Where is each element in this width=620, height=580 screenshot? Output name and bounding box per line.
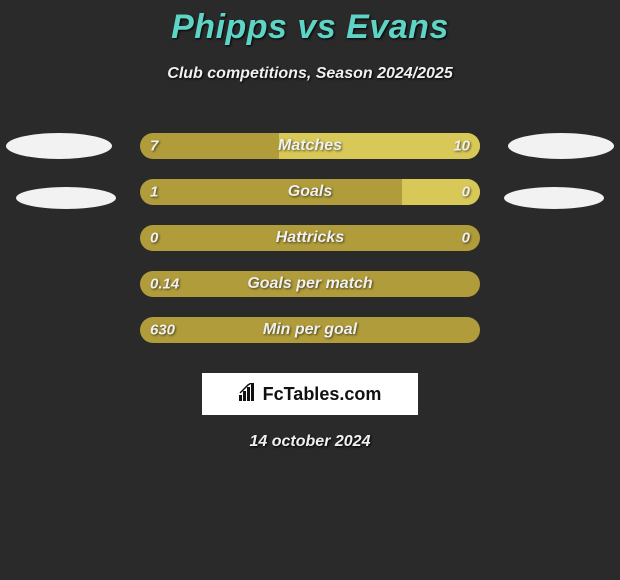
page-title: Phipps vs Evans: [0, 0, 620, 47]
player-left-badge: [6, 133, 112, 159]
stat-row-hattricks: 0 Hattricks 0: [0, 215, 620, 261]
source-logo[interactable]: FcTables.com: [202, 373, 418, 415]
stat-bar-hattricks: 0 Hattricks 0: [140, 225, 480, 251]
stat-bar-goals: 1 Goals 0: [140, 179, 480, 205]
stat-row-matches: 7 Matches 10: [0, 123, 620, 169]
stat-row-gpm: 0.14 Goals per match: [0, 261, 620, 307]
player-right-badge: [508, 133, 614, 159]
bar-chart-icon: [239, 383, 259, 406]
stat-label: Goals: [140, 183, 480, 201]
stat-bar-gpm: 0.14 Goals per match: [140, 271, 480, 297]
stat-bar-mpg: 630 Min per goal: [140, 317, 480, 343]
infographic-container: Phipps vs Evans Club competitions, Seaso…: [0, 0, 620, 451]
player-right-badge: [504, 187, 604, 209]
logo-text-wrap: FcTables.com: [239, 383, 382, 406]
stat-label: Hattricks: [140, 229, 480, 247]
stat-label: Min per goal: [140, 321, 480, 339]
comparison-chart: 7 Matches 10 1 Goals 0 0 Hattricks 0: [0, 123, 620, 353]
player-left-badge: [16, 187, 116, 209]
stat-row-mpg: 630 Min per goal: [0, 307, 620, 353]
date-label: 14 october 2024: [0, 433, 620, 451]
stat-label: Goals per match: [140, 275, 480, 293]
stat-right-value: 0: [462, 184, 470, 201]
logo-label: FcTables.com: [263, 384, 382, 405]
stat-right-value: 10: [453, 138, 470, 155]
stat-bar-matches: 7 Matches 10: [140, 133, 480, 159]
stat-right-value: 0: [462, 230, 470, 247]
page-subtitle: Club competitions, Season 2024/2025: [0, 65, 620, 83]
stat-label: Matches: [140, 137, 480, 155]
stat-row-goals: 1 Goals 0: [0, 169, 620, 215]
